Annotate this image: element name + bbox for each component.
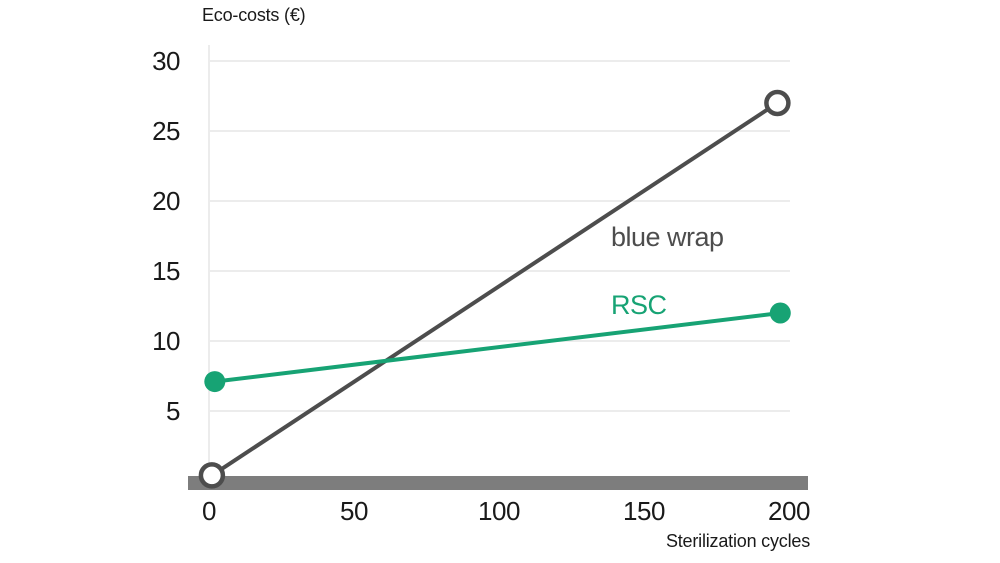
x-tick-label-100: 100: [478, 496, 520, 526]
x-tick-label-200: 200: [768, 496, 810, 526]
chart-title: Eco-costs (€): [202, 5, 306, 25]
y-tick-label-25: 25: [152, 116, 180, 146]
series-label-blue-wrap: blue wrap: [611, 222, 724, 252]
data-point-rsc-0: [204, 371, 226, 393]
y-tick-label-15: 15: [152, 256, 180, 286]
gridline-y-30: [209, 60, 790, 62]
data-point-rsc-1: [769, 302, 791, 324]
y-axis-line: [208, 45, 210, 476]
series-label-rsc: RSC: [611, 290, 667, 320]
x-tick-label-50: 50: [340, 496, 368, 526]
gridline-y-15: [209, 270, 790, 272]
data-point-blue-wrap-1: [764, 89, 791, 117]
series-line-rsc: [214, 311, 781, 384]
x-tick-label-150: 150: [623, 496, 665, 526]
data-point-blue-wrap-0: [198, 462, 226, 489]
y-tick-label-10: 10: [152, 326, 180, 356]
y-tick-label-5: 5: [166, 396, 180, 426]
gridline-y-20: [209, 200, 790, 202]
series-line-blue-wrap: [210, 101, 779, 478]
x-axis-title: Sterilization cycles: [665, 531, 810, 551]
gridline-y-10: [209, 340, 790, 342]
gridline-y-25: [209, 130, 790, 132]
gridline-y-5: [209, 410, 790, 412]
y-tick-label-20: 20: [152, 186, 180, 216]
x-axis-bar: [188, 476, 808, 490]
y-tick-label-30: 30: [152, 46, 180, 76]
x-tick-label-0: 0: [202, 496, 216, 526]
